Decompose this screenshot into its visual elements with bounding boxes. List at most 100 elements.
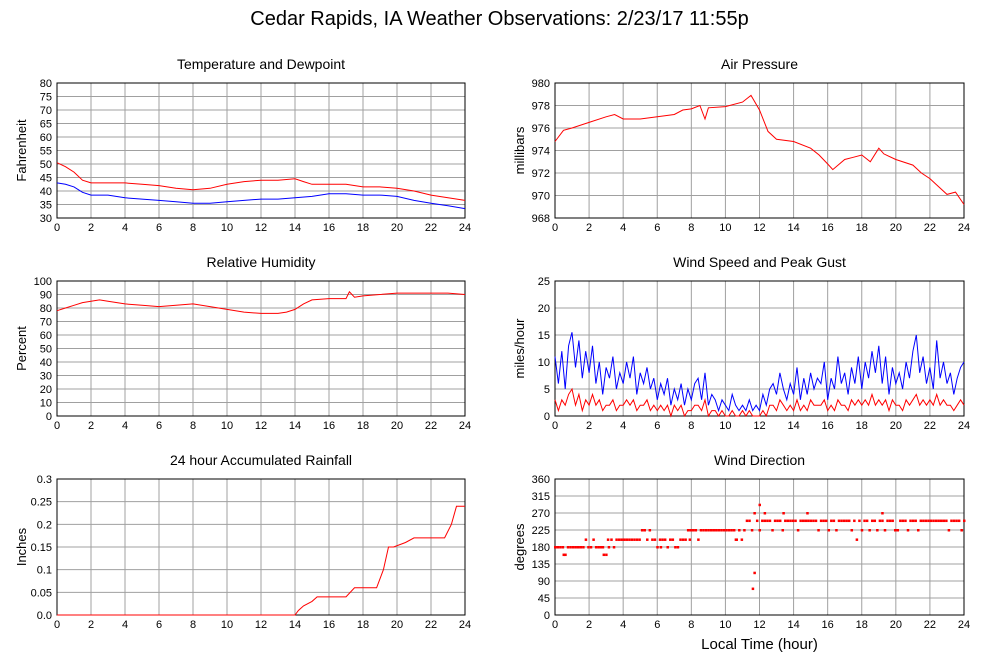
winddir-point [960, 529, 963, 532]
winddir-point [883, 529, 887, 532]
temp-title: Temperature and Dewpoint [177, 56, 345, 72]
rain-series-line-red [57, 505, 465, 616]
winddir-point [814, 519, 818, 523]
winddir-point [845, 519, 848, 523]
winddir-point [791, 519, 795, 523]
winddir-point [812, 519, 815, 523]
winddir-point [656, 546, 659, 549]
winddir-point [554, 546, 557, 549]
humidity-x-tick-label: 14 [289, 420, 301, 432]
winddir-point [842, 519, 846, 523]
winddir-point [689, 529, 692, 532]
winddir-point [771, 529, 774, 532]
winddir-point [822, 519, 825, 523]
temp-y-tick-label: 65 [40, 119, 52, 131]
temp-series-line-blue [56, 182, 466, 210]
winddir-point [893, 529, 897, 532]
winddir-point [824, 519, 828, 523]
temp-x-tick-label: 6 [156, 222, 162, 234]
wind-y-tick-label: 5 [544, 384, 550, 396]
winddir-y-tick-label: 0 [544, 610, 550, 622]
pressure-x-tick-label: 2 [586, 222, 592, 234]
winddir-point [566, 546, 570, 549]
winddir-point [601, 546, 605, 549]
winddir-point [600, 546, 603, 549]
rain-y-tick-label: 0.0 [37, 610, 52, 622]
winddir-point [676, 546, 680, 549]
rain-x-tick-label: 6 [156, 619, 162, 631]
pressure-x-tick-label: 22 [924, 222, 936, 234]
winddir-point [963, 519, 966, 523]
rain-x-tick-label: 24 [459, 619, 471, 631]
winddir-point [686, 529, 690, 532]
winddir-point [661, 538, 664, 541]
winddir-point [638, 538, 641, 541]
winddir-point [571, 546, 575, 549]
winddir-point [786, 519, 790, 523]
winddir-point [891, 519, 894, 523]
winddir-point [758, 503, 761, 507]
winddir-point [646, 538, 649, 541]
humidity-x-tick-label: 22 [425, 420, 437, 432]
winddir-x-tick-label: 12 [753, 619, 765, 631]
pressure-y-tick-label: 976 [532, 123, 550, 135]
pressure-y-tick-label: 978 [532, 101, 550, 113]
winddir-point [835, 529, 838, 532]
rain-x-tick-label: 10 [221, 619, 233, 631]
winddir-x-tick-label: 10 [719, 619, 731, 631]
winddir-point [932, 519, 935, 523]
winddir-x-tick-label: 2 [586, 619, 592, 631]
winddir-point [781, 529, 785, 532]
humidity-frame [56, 280, 466, 417]
winddir-point [919, 519, 923, 523]
temp-series-line-red [56, 162, 466, 201]
winddir-point [625, 538, 629, 541]
pressure-y-axis-label: millibars [512, 126, 527, 174]
winddir-point [794, 519, 797, 523]
winddir-point [688, 538, 692, 541]
winddir-y-tick-label: 225 [532, 525, 550, 537]
wind-x-tick-label: 6 [654, 420, 660, 432]
temp-y-tick-label: 70 [40, 105, 52, 117]
humidity-x-tick-label: 2 [88, 420, 94, 432]
winddir-point [587, 546, 590, 549]
winddir-point [876, 529, 879, 532]
temp-x-tick-label: 18 [357, 222, 369, 234]
winddir-point [858, 519, 861, 523]
temp-x-tick-label: 2 [88, 222, 94, 234]
humidity-x-tick-label: 18 [357, 420, 369, 432]
winddir-point [768, 519, 772, 523]
winddir-point [778, 519, 782, 523]
winddir-point [730, 529, 733, 532]
winddir-point [732, 529, 736, 532]
winddir-point [681, 538, 685, 541]
humidity-y-tick-label: 0 [46, 411, 52, 423]
winddir-point [758, 529, 761, 532]
winddir-point [607, 546, 611, 549]
pressure-y-tick-label: 968 [532, 213, 550, 225]
winddir-point [804, 519, 808, 523]
winddir-point [605, 553, 608, 557]
pressure-x-tick-label: 6 [654, 222, 660, 234]
winddir-y-tick-label: 45 [538, 593, 550, 605]
winddir-point [945, 519, 948, 523]
humidity-y-tick-label: 30 [40, 371, 52, 383]
winddir-x-tick-label: 16 [822, 619, 834, 631]
winddir-point [674, 546, 677, 549]
winddir-y-axis-label: degrees [512, 523, 527, 570]
wind-y-tick-label: 20 [538, 303, 550, 315]
winddir-point [763, 512, 767, 515]
winddir-point [947, 529, 951, 532]
wind-series-line-red [554, 387, 965, 418]
winddir-point [924, 519, 928, 523]
rain-x-tick-label: 20 [391, 619, 403, 631]
humidity-y-tick-label: 70 [40, 317, 52, 329]
wind-x-tick-label: 10 [719, 420, 731, 432]
temp-y-tick-label: 35 [40, 200, 52, 212]
winddir-point [832, 519, 836, 523]
winddir-point [635, 538, 639, 541]
winddir-point [763, 519, 767, 523]
wind-y-tick-label: 0 [544, 411, 550, 423]
